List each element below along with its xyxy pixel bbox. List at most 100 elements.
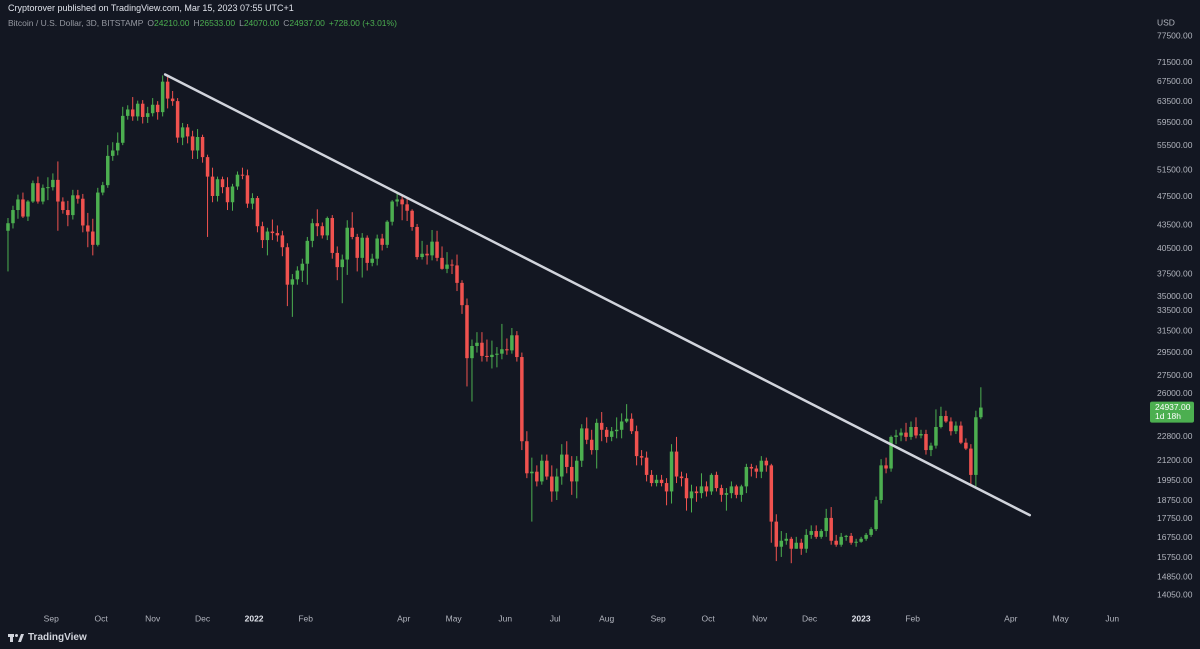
candle-body [969, 448, 973, 475]
candle-body [385, 221, 389, 245]
candle-body [225, 187, 230, 203]
brand-name: TradingView [28, 632, 87, 643]
candle-body [46, 187, 50, 189]
legend-key: H [193, 18, 200, 28]
candle-body [270, 231, 275, 234]
candle-body [799, 542, 803, 549]
candle-body [180, 127, 185, 138]
candle-body [380, 238, 384, 245]
x-tick-label: Oct [95, 613, 109, 623]
candle-body [679, 476, 684, 479]
candle-body [909, 426, 913, 437]
candle-body [974, 417, 978, 475]
candle-body [589, 439, 594, 451]
candle-body [789, 538, 794, 549]
y-tick-label: 55500.00 [1157, 140, 1193, 150]
candle-body [574, 460, 579, 482]
candle-body [365, 237, 369, 263]
brand-logo [8, 633, 24, 642]
candle-body [629, 418, 634, 432]
candle-body [570, 466, 574, 482]
candle-body [520, 357, 524, 442]
candle-body [525, 441, 529, 474]
candle-body [535, 471, 539, 482]
candle-body [275, 233, 280, 236]
candle-body [340, 259, 344, 268]
candle-body [719, 488, 724, 495]
x-tick-label: 2023 [852, 613, 871, 623]
x-tick-label: May [446, 613, 463, 623]
candle-body [220, 179, 225, 188]
candle-body [889, 436, 893, 469]
candle-body [315, 223, 320, 227]
candle-body [874, 500, 878, 530]
candle-body [91, 231, 95, 245]
candle-body [804, 534, 808, 549]
candle-body [824, 517, 828, 532]
candle-body [135, 103, 140, 117]
candle-body [350, 227, 354, 237]
candle-body [814, 531, 818, 537]
candle-body [400, 199, 404, 205]
candle-body [480, 342, 484, 356]
candle-body [415, 226, 419, 258]
candle-body [41, 187, 45, 202]
candle-body [749, 466, 754, 469]
candle-body [834, 540, 838, 545]
candle-body [619, 421, 624, 430]
candle-body [894, 435, 898, 437]
candle-body [26, 201, 30, 217]
candle-body [260, 226, 265, 241]
symbol-legend: Bitcoin / U.S. Dollar, 3D, BITSTAMP O2421… [8, 18, 397, 28]
candle-body [450, 264, 454, 266]
candle-body [390, 201, 394, 222]
candle-body [545, 460, 549, 477]
y-tick-label: 29500.00 [1157, 347, 1193, 357]
y-tick-label: 18750.00 [1157, 495, 1193, 505]
candle-body [584, 428, 589, 440]
candle-body [849, 535, 853, 543]
candle-body [21, 199, 25, 217]
candle-body [859, 538, 863, 542]
candle-body [430, 241, 434, 256]
candle-body [165, 81, 170, 99]
candle-body [734, 486, 739, 495]
candle-body [106, 155, 110, 186]
candle-body [310, 223, 315, 241]
candle-body [659, 479, 664, 484]
candle-body [510, 335, 514, 351]
x-tick-label: Jul [550, 613, 561, 623]
candle-body [370, 258, 374, 263]
y-tick-label: 43500.00 [1157, 220, 1193, 230]
candle-body [599, 422, 604, 430]
candle-body [699, 486, 704, 494]
candle-body [754, 468, 759, 472]
symbol-name: Bitcoin / U.S. Dollar, 3D, BITSTAMP [8, 18, 144, 28]
y-tick-label: 14850.00 [1157, 571, 1193, 581]
trend-line [163, 73, 1031, 517]
candle-body [954, 425, 958, 432]
brand: TradingView [8, 632, 87, 643]
y-tick-label: 17750.00 [1157, 513, 1193, 523]
candle-body [794, 542, 799, 549]
candle-body [6, 223, 10, 231]
candle-body [150, 104, 155, 114]
y-tick-label: 59500.00 [1157, 117, 1193, 127]
candle-body [175, 101, 180, 138]
legend-value: 24937.00 [289, 18, 325, 28]
currency-label: USD [1157, 17, 1175, 27]
candle-body [170, 98, 175, 102]
candle-body [924, 434, 928, 451]
candle-body [959, 425, 963, 443]
candle-body [565, 454, 569, 467]
candle-body [76, 195, 80, 199]
last-price-label: 24937.00 [1155, 402, 1191, 412]
candle-body [829, 517, 833, 541]
candle-body [160, 81, 165, 113]
y-tick-label: 21200.00 [1157, 455, 1193, 465]
candle-body [964, 442, 968, 449]
x-tick-label: Jun [1105, 613, 1119, 623]
candle-body [265, 231, 270, 241]
y-tick-label: 71500.00 [1157, 57, 1193, 67]
